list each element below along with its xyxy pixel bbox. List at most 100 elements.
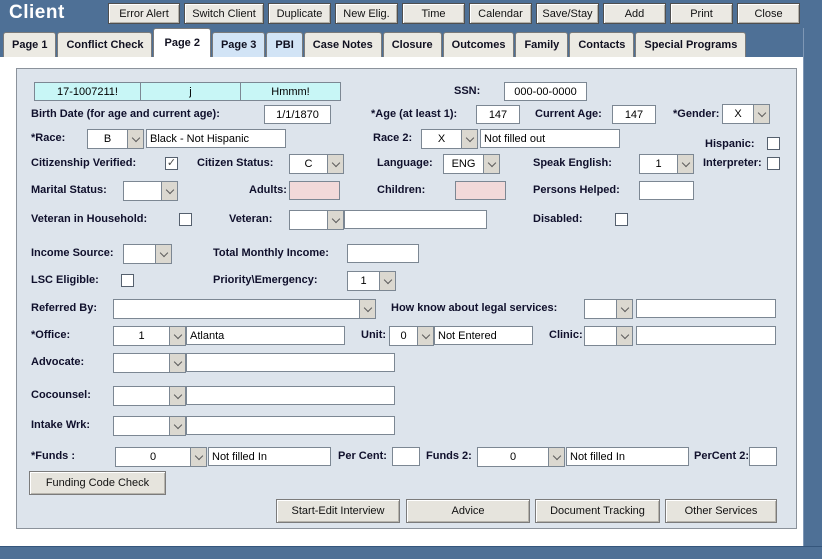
citizen-status-select[interactable]: C bbox=[289, 154, 344, 174]
add-button[interactable]: Add bbox=[603, 3, 666, 24]
advice-button[interactable]: Advice bbox=[406, 499, 530, 523]
race-desc-field[interactable]: Black - Not Hispanic bbox=[146, 129, 286, 148]
tab-family[interactable]: Family bbox=[515, 32, 569, 57]
per-cent-field[interactable] bbox=[392, 447, 420, 466]
veteran-desc-field[interactable] bbox=[344, 210, 487, 229]
funds2-select[interactable]: 0 bbox=[477, 447, 565, 467]
how-know-select[interactable] bbox=[584, 299, 633, 319]
tab-closure[interactable]: Closure bbox=[382, 32, 442, 57]
client-last-name-field[interactable]: Hmmm! bbox=[240, 82, 341, 101]
tab-case-notes[interactable]: Case Notes bbox=[303, 32, 382, 57]
office-dropdown-button[interactable] bbox=[169, 326, 186, 346]
funds-select[interactable]: 0 bbox=[115, 447, 207, 467]
advocate-desc-field[interactable] bbox=[186, 353, 395, 372]
ssn-field[interactable]: 000-00-0000 bbox=[504, 82, 587, 101]
close-button[interactable]: Close bbox=[737, 3, 800, 24]
birth-date-field[interactable]: 1/1/1870 bbox=[264, 105, 331, 124]
print-button[interactable]: Print bbox=[670, 3, 733, 24]
intake-wrk-select[interactable] bbox=[113, 416, 186, 436]
funds2-desc-field[interactable]: Not filled In bbox=[566, 447, 689, 466]
how-know-dropdown-button[interactable] bbox=[616, 299, 633, 319]
marital-status-select[interactable] bbox=[123, 181, 178, 201]
gender-dropdown-button[interactable] bbox=[753, 104, 770, 124]
save-stay-button[interactable]: Save/Stay bbox=[536, 3, 599, 24]
funds-desc-field[interactable]: Not filled In bbox=[208, 447, 331, 466]
unit-dropdown-button[interactable] bbox=[417, 326, 434, 346]
intake-wrk-desc-field[interactable] bbox=[186, 416, 395, 435]
tab-outcomes[interactable]: Outcomes bbox=[442, 32, 515, 57]
client-first-name-field[interactable]: j bbox=[140, 82, 241, 101]
percent2-field[interactable] bbox=[749, 447, 777, 466]
income-source-select[interactable] bbox=[123, 244, 172, 264]
cocounsel-dropdown-button[interactable] bbox=[169, 386, 186, 406]
language-dropdown-button[interactable] bbox=[483, 154, 500, 174]
funding-code-check-button[interactable]: Funding Code Check bbox=[29, 471, 166, 495]
race2-desc-field[interactable]: Not filled out bbox=[480, 129, 620, 148]
document-tracking-button[interactable]: Document Tracking bbox=[535, 499, 660, 523]
time-button[interactable]: Time bbox=[402, 3, 465, 24]
chevron-down-icon bbox=[194, 451, 203, 461]
client-id-field[interactable]: 17-1007211! bbox=[34, 82, 141, 101]
speak-english-select[interactable]: 1 bbox=[639, 154, 694, 174]
race2-dropdown-button[interactable] bbox=[461, 129, 478, 149]
funds2-dropdown-button[interactable] bbox=[548, 447, 565, 467]
race-select[interactable]: B bbox=[87, 129, 144, 149]
cocounsel-desc-field[interactable] bbox=[186, 386, 395, 405]
funds-dropdown-button[interactable] bbox=[190, 447, 207, 467]
tab-page-2[interactable]: Page 2 bbox=[153, 28, 211, 57]
priority-emergency-value: 1 bbox=[347, 271, 379, 291]
priority-emergency-select[interactable]: 1 bbox=[347, 271, 396, 291]
tab-conflict-check[interactable]: Conflict Check bbox=[57, 32, 153, 57]
lsc-eligible-checkbox[interactable] bbox=[121, 274, 134, 287]
tab-pbi[interactable]: PBI bbox=[266, 32, 303, 57]
tab-page-1[interactable]: Page 1 bbox=[3, 32, 57, 57]
interpreter-checkbox[interactable] bbox=[767, 157, 780, 170]
age-field[interactable]: 147 bbox=[476, 105, 520, 124]
start-edit-interview-button[interactable]: Start-Edit Interview bbox=[276, 499, 400, 523]
persons-helped-field[interactable] bbox=[639, 181, 694, 200]
marital-status-dropdown-button[interactable] bbox=[161, 181, 178, 201]
income-source-dropdown-button[interactable] bbox=[155, 244, 172, 264]
calendar-button[interactable]: Calendar bbox=[469, 3, 532, 24]
advocate-dropdown-button[interactable] bbox=[169, 353, 186, 373]
tab-page-3[interactable]: Page 3 bbox=[211, 32, 266, 57]
citizenship-verified-checkbox[interactable]: ✓ bbox=[165, 157, 178, 170]
total-monthly-income-field[interactable] bbox=[347, 244, 419, 263]
how-know-desc-field[interactable] bbox=[636, 299, 776, 318]
clinic-dropdown-button[interactable] bbox=[616, 326, 633, 346]
other-services-button[interactable]: Other Services bbox=[665, 499, 777, 523]
disabled-checkbox[interactable] bbox=[615, 213, 628, 226]
tab-contacts[interactable]: Contacts bbox=[569, 32, 635, 57]
tab-special-programs[interactable]: Special Programs bbox=[635, 32, 747, 57]
citizen-status-dropdown-button[interactable] bbox=[327, 154, 344, 174]
language-select[interactable]: ENG bbox=[443, 154, 500, 174]
adults-field[interactable] bbox=[289, 181, 340, 200]
cocounsel-select[interactable] bbox=[113, 386, 186, 406]
referred-by-select[interactable] bbox=[113, 299, 376, 319]
hispanic-checkbox[interactable] bbox=[767, 137, 780, 150]
office-desc-field[interactable]: Atlanta bbox=[186, 326, 345, 345]
persons-helped-label: Persons Helped: bbox=[533, 184, 620, 196]
clinic-select[interactable] bbox=[584, 326, 633, 346]
unit-select[interactable]: 0 bbox=[389, 326, 434, 346]
children-field[interactable] bbox=[455, 181, 506, 200]
race2-select[interactable]: X bbox=[421, 129, 478, 149]
veteran-household-checkbox[interactable] bbox=[179, 213, 192, 226]
unit-desc-field[interactable]: Not Entered bbox=[434, 326, 533, 345]
veteran-select[interactable] bbox=[289, 210, 344, 230]
duplicate-button[interactable]: Duplicate bbox=[268, 3, 331, 24]
advocate-select[interactable] bbox=[113, 353, 186, 373]
speak-english-dropdown-button[interactable] bbox=[677, 154, 694, 174]
office-select[interactable]: 1 bbox=[113, 326, 186, 346]
race-dropdown-button[interactable] bbox=[127, 129, 144, 149]
gender-select[interactable]: X bbox=[722, 104, 770, 124]
switch-client-button[interactable]: Switch Client bbox=[184, 3, 264, 24]
error-alert-button[interactable]: Error Alert bbox=[108, 3, 180, 24]
new-elig-button[interactable]: New Elig. bbox=[335, 3, 398, 24]
intake-wrk-dropdown-button[interactable] bbox=[169, 416, 186, 436]
veteran-dropdown-button[interactable] bbox=[327, 210, 344, 230]
priority-emergency-dropdown-button[interactable] bbox=[379, 271, 396, 291]
current-age-field[interactable]: 147 bbox=[612, 105, 656, 124]
referred-by-dropdown-button[interactable] bbox=[359, 299, 376, 319]
clinic-desc-field[interactable] bbox=[636, 326, 776, 345]
